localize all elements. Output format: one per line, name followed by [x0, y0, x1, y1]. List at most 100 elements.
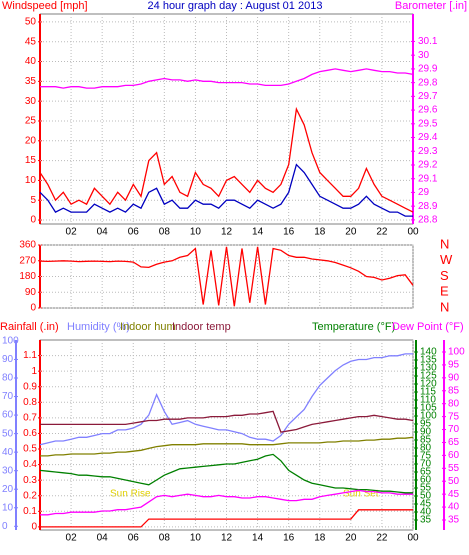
y-tick-label: 15 [25, 155, 37, 166]
y-tick-label: 120 [420, 379, 437, 390]
x-tick-label: 04 [97, 533, 109, 544]
y-tick-label: 85 [420, 435, 432, 446]
y-tick-label: 20 [25, 135, 37, 146]
data-line [40, 509, 413, 528]
x-tick-label: 12 [221, 533, 233, 544]
y-tick-label: 29.7 [418, 91, 438, 102]
compass-label: N [440, 236, 449, 251]
x-tick-label: 02 [66, 227, 78, 238]
legend-entry: Indoor hum [120, 321, 176, 333]
y-tick-label: 0.8 [23, 397, 37, 408]
x-tick-label: 12 [221, 227, 233, 238]
y-tick-label: 28.8 [418, 215, 438, 226]
y-tick-label: 60 [420, 475, 432, 486]
y-tick-label: 30 [418, 50, 430, 61]
y-tick-label: 45 [420, 499, 432, 510]
y-tick-label: 29.9 [418, 64, 438, 75]
y-tick-label: 65 [448, 437, 460, 448]
x-tick-label: 00 [407, 533, 419, 544]
axis-title: Dew Point (°F) [392, 321, 464, 333]
y-tick-label: 40 [420, 507, 432, 518]
axis-title: Humidity (%) [67, 321, 130, 333]
y-tick-label: 70 [2, 391, 14, 402]
x-tick-label: 02 [66, 533, 78, 544]
y-tick-label: 40 [2, 447, 14, 458]
y-tick-label: 55 [420, 483, 432, 494]
data-line [39, 353, 413, 446]
y-tick-label: 30 [2, 465, 14, 476]
x-tick-label: 06 [128, 227, 140, 238]
y-tick-label: 90 [2, 354, 14, 365]
y-tick-label: 30.1 [418, 36, 438, 47]
compass-label: N [440, 299, 449, 314]
x-tick-label: 14 [252, 227, 264, 238]
y-tick-label: 55 [448, 463, 460, 474]
y-tick-label: 0 [31, 522, 37, 533]
y-tick-label: 70 [420, 459, 432, 470]
y-tick-label: 29.5 [418, 118, 438, 129]
axis-title: Windspeed [mph] [2, 0, 88, 12]
x-tick-label: 14 [252, 533, 264, 544]
y-tick-label: 70 [448, 424, 460, 435]
y-tick-label: 80 [2, 373, 14, 384]
y-tick-label: 1.1 [23, 350, 37, 361]
y-tick-label: 0.2 [23, 490, 37, 501]
y-tick-label: 0.3 [23, 475, 37, 486]
y-tick-label: 65 [420, 467, 432, 478]
y-tick-label: 0 [30, 303, 36, 314]
data-line [39, 453, 413, 494]
y-tick-label: 75 [448, 411, 460, 422]
y-tick-label: 0.9 [23, 381, 37, 392]
x-tick-label: 20 [345, 227, 357, 238]
y-tick-label: 0 [30, 215, 36, 226]
x-tick-label: 06 [128, 533, 140, 544]
y-tick-label: 10 [2, 502, 14, 513]
y-tick-label: 110 [420, 395, 436, 406]
y-tick-label: 130 [420, 363, 437, 374]
data-line [40, 489, 413, 516]
y-tick-label: 100 [420, 411, 437, 422]
y-tick-label: 95 [448, 360, 460, 371]
x-tick-label: 10 [190, 227, 202, 238]
y-tick-label: 0 [2, 521, 8, 532]
y-tick-label: 28.9 [418, 201, 438, 212]
y-tick-label: 29.2 [418, 160, 438, 171]
y-tick-label: 90 [25, 287, 37, 298]
y-tick-label: 29.1 [418, 173, 438, 184]
y-tick-label: 100 [2, 336, 19, 347]
y-tick-label: 29.4 [418, 132, 438, 143]
y-tick-label: 90 [420, 427, 432, 438]
y-tick-label: 29.8 [418, 77, 438, 88]
compass-label: S [440, 268, 449, 283]
y-tick-label: 29 [418, 187, 430, 198]
data-line [39, 246, 414, 307]
x-tick-label: 04 [97, 227, 109, 238]
x-tick-label: 10 [190, 533, 202, 544]
x-tick-label: 22 [376, 533, 388, 544]
y-tick-label: 45 [448, 489, 460, 500]
y-tick-label: 0.4 [23, 459, 37, 470]
y-tick-label: 0.6 [23, 428, 37, 439]
x-tick-label: 18 [314, 227, 326, 238]
x-tick-label: 20 [345, 533, 357, 544]
y-tick-label: 180 [19, 271, 36, 282]
x-tick-label: 16 [283, 533, 295, 544]
x-tick-label: 00 [407, 227, 419, 238]
y-tick-label: 60 [2, 410, 14, 421]
y-tick-label: 95 [420, 419, 432, 430]
y-tick-label: 50 [420, 491, 432, 502]
compass-label: W [440, 252, 453, 267]
y-tick-label: 35 [448, 515, 460, 526]
annotation: Sun Rise [110, 489, 151, 500]
y-tick-label: 1 [31, 366, 37, 377]
y-tick-label: 50 [2, 428, 14, 439]
y-tick-label: 10 [25, 175, 37, 186]
y-tick-label: 30 [25, 96, 37, 107]
y-tick-label: 135 [420, 355, 437, 366]
x-tick-label: 16 [283, 227, 295, 238]
axis-title: Temperature (°F) [312, 321, 395, 333]
axis-title: Rainfall (.in) [0, 321, 59, 333]
y-tick-label: 0.5 [23, 444, 37, 455]
data-line [40, 68, 414, 89]
